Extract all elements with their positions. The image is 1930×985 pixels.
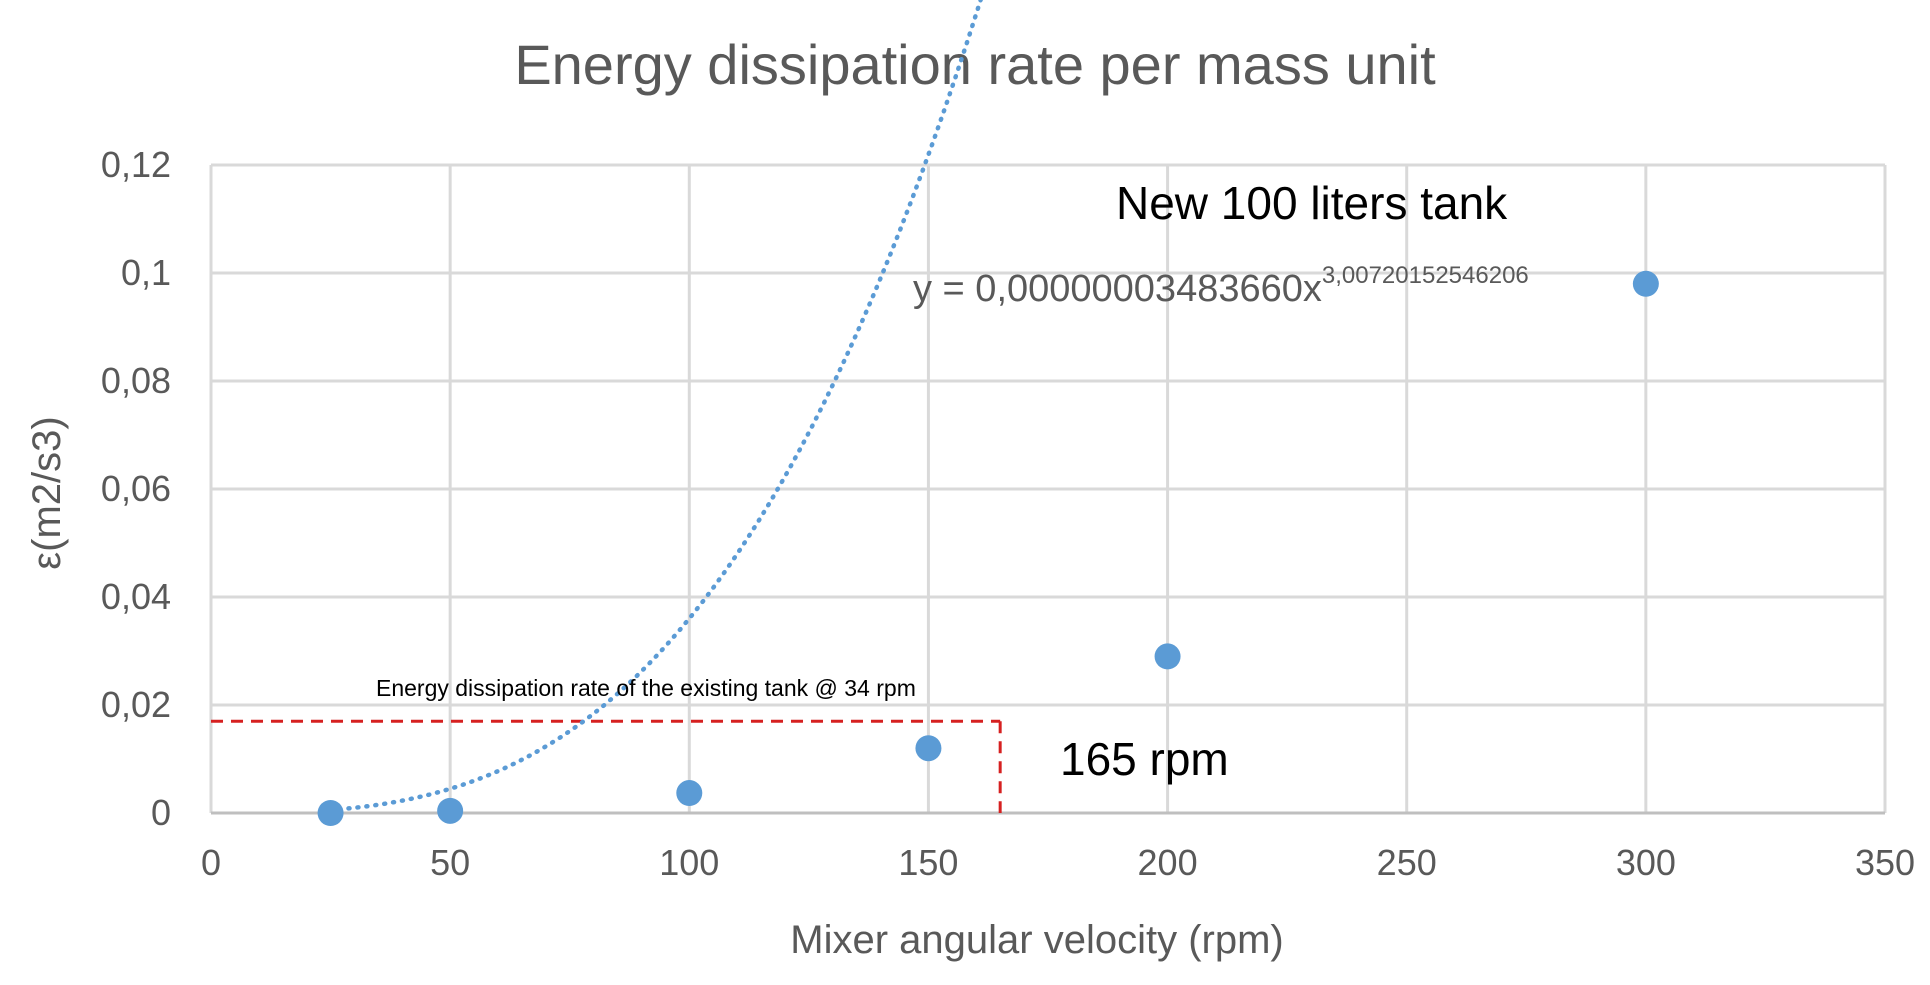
y-tick-label: 0,04 bbox=[101, 576, 171, 617]
data-points bbox=[317, 270, 1659, 826]
chart-title: Energy dissipation rate per mass unit bbox=[514, 33, 1436, 96]
y-tick-label: 0 bbox=[151, 792, 171, 833]
grid-lines bbox=[209, 163, 1887, 813]
data-point bbox=[676, 780, 703, 807]
data-point bbox=[437, 797, 464, 824]
x-tick-label: 150 bbox=[898, 842, 958, 883]
x-tick-label: 50 bbox=[430, 842, 470, 883]
x-tick-label: 100 bbox=[659, 842, 719, 883]
equation-main: y = 0,00000003483660x bbox=[913, 268, 1322, 310]
existing-tank-label: Energy dissipation rate of the existing … bbox=[376, 675, 916, 701]
y-axis-label: ε(m2/s3) bbox=[25, 416, 69, 569]
x-axis-label: Mixer angular velocity (rpm) bbox=[790, 918, 1283, 962]
rpm-label: 165 rpm bbox=[1060, 733, 1229, 785]
tick-labels: 0 0,02 0,04 0,06 0,08 0,1 0,12 0 50 100 150 200 250 3… bbox=[101, 144, 1915, 883]
y-tick-label: 0,12 bbox=[101, 144, 171, 185]
tank-label: New 100 liters tank bbox=[1116, 177, 1508, 229]
x-tick-label: 350 bbox=[1855, 842, 1915, 883]
reference-lines bbox=[211, 719, 1002, 813]
equation-exponent: 3,00720152546206 bbox=[1322, 262, 1529, 289]
data-point bbox=[1632, 270, 1659, 297]
data-point bbox=[317, 800, 344, 826]
y-tick-label: 0,02 bbox=[101, 684, 171, 725]
x-tick-label: 300 bbox=[1616, 842, 1676, 883]
trendline-equation: y = 0,00000003483660x3,00720152546206 bbox=[913, 262, 1529, 310]
y-tick-label: 0,1 bbox=[121, 252, 171, 293]
y-tick-label: 0,08 bbox=[101, 360, 171, 401]
data-point bbox=[1154, 643, 1181, 670]
x-tick-label: 200 bbox=[1138, 842, 1198, 883]
x-tick-label: 0 bbox=[201, 842, 221, 883]
x-tick-label: 250 bbox=[1377, 842, 1437, 883]
data-point bbox=[915, 735, 942, 762]
y-tick-label: 0,06 bbox=[101, 468, 171, 509]
